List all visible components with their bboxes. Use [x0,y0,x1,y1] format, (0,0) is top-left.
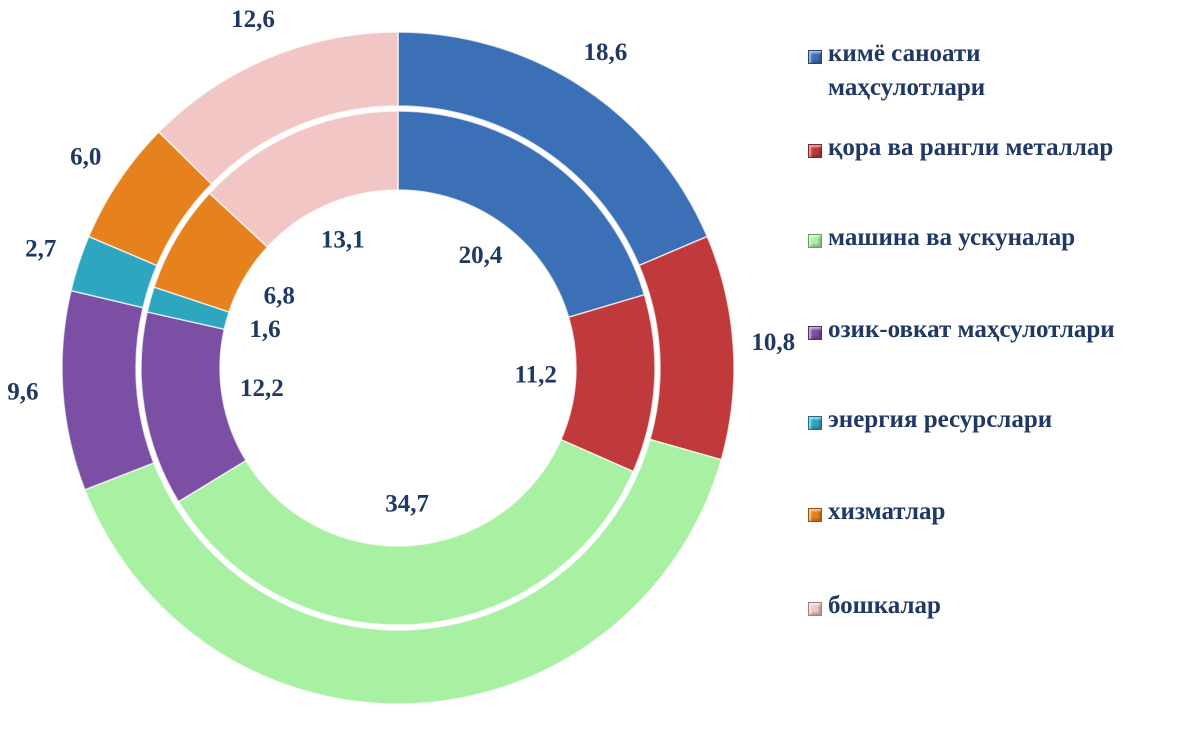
data-label: 9,6 [7,379,38,406]
legend-swatch [808,144,822,158]
legend-swatch [808,416,822,430]
data-label: 20,4 [459,242,503,269]
data-label: 6,8 [264,282,295,309]
data-label: 13,1 [321,226,365,253]
legend-item: хизматлар [808,498,945,529]
data-label: 12,6 [231,6,275,33]
donut-segment [559,293,656,473]
legend-swatch [808,50,822,64]
legend-label: машина ва ускуналар [828,224,1076,251]
donut-segment [83,438,723,705]
data-label: 1,6 [249,316,280,343]
donut-segment [61,289,155,491]
legend-label: бошкалар [828,592,941,619]
data-label: 39,7 [394,728,438,733]
legend-swatch [808,234,822,248]
legend-swatch [808,508,822,522]
data-label: 12,2 [240,375,284,402]
data-label: 2,7 [25,235,56,262]
donut-segment [177,438,635,626]
donut-segment [157,31,399,185]
legend-item: кимё саноати маҳсулотлари [808,40,985,105]
legend-label: энергия ресурслари [828,406,1053,433]
legend-item: бошкалар [808,592,941,623]
legend-item: энергия ресурслари [808,406,1052,437]
legend-label: озик-овкат маҳсулотлари [828,316,1115,343]
donut-segment [208,110,399,249]
legend-item: қора ва рангли металлар [808,134,1113,165]
legend-label: хизматлар [828,498,946,525]
legend-label: қора ва рангли металлар [828,134,1114,161]
data-label: 18,6 [584,39,628,66]
data-label: 11,2 [515,361,557,388]
legend-item: озик-овкат маҳсулотлари [808,316,1115,347]
data-label: 10,8 [751,329,795,356]
legend-item: машина ва ускуналар [808,224,1075,255]
data-label: 6,0 [70,143,101,170]
data-label: 34,7 [385,490,429,517]
legend-swatch [808,326,822,340]
legend: кимё саноати маҳсулотлари қора ва рангли … [808,0,1178,733]
donut-plot: 18,6 10,8 39,7 9,6 2,7 6,0 12,6 20,4 11,2 34,7 12,… [7,6,795,738]
legend-label: кимё саноати маҳсулотлари [828,40,986,101]
legend-swatch [808,602,822,616]
